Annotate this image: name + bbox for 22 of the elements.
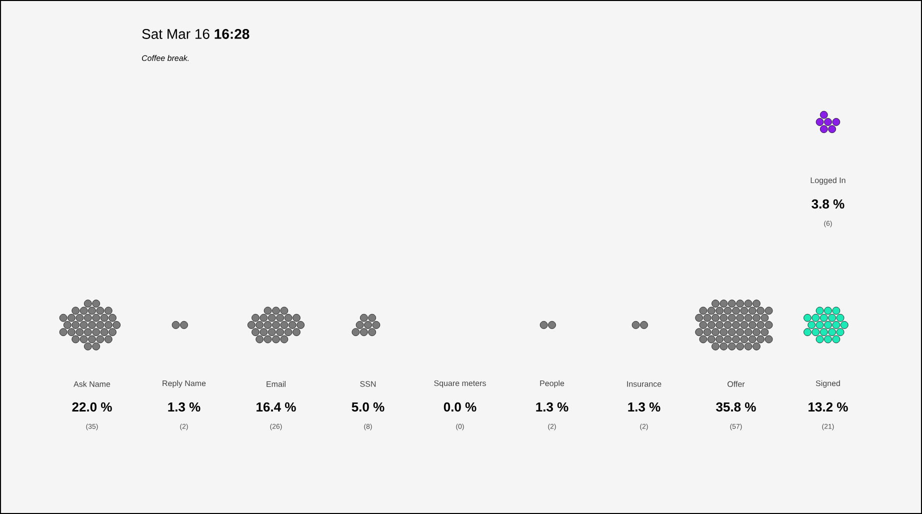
data-label: 5.0 % <box>352 402 384 412</box>
category-label: People <box>540 380 564 388</box>
category-label: Square meters <box>434 380 486 388</box>
data-label: 16.4 % <box>256 402 296 412</box>
category-label: Email <box>266 381 286 387</box>
data-label: 1.3 % <box>628 402 660 412</box>
data-label: 1.3 % <box>168 402 200 412</box>
text: Sat Mar 16 16:28 <box>142 29 250 39</box>
data-label: 1.3 % <box>536 402 568 412</box>
category-label: SSN <box>360 381 376 387</box>
data-label: 22.0 % <box>72 402 112 412</box>
category-label: Insurance <box>627 381 662 387</box>
category-label: Signed <box>816 380 840 388</box>
data-label: 35.8 % <box>716 402 756 412</box>
data-label: 0.0 % <box>444 402 476 412</box>
data-label: 13.2 % <box>808 402 848 412</box>
category-label: Logged In <box>810 177 846 185</box>
data-label: 3.8 % <box>812 199 844 209</box>
category-label: Offer <box>728 381 745 387</box>
text: Coffee break. <box>142 55 189 61</box>
category-label: Reply Name <box>162 380 206 388</box>
category-label: Ask Name <box>74 381 110 387</box>
